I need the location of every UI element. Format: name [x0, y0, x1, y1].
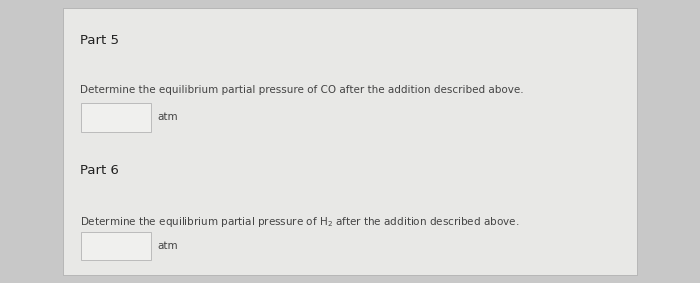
Text: Part 6: Part 6 [80, 164, 120, 177]
Text: Determine the equilibrium partial pressure of H$_2$ after the addition described: Determine the equilibrium partial pressu… [80, 215, 520, 229]
Text: atm: atm [158, 241, 178, 251]
Text: atm: atm [158, 112, 178, 123]
Text: Determine the equilibrium partial pressure of CO after the addition described ab: Determine the equilibrium partial pressu… [80, 85, 524, 95]
FancyBboxPatch shape [80, 103, 150, 132]
Text: Part 5: Part 5 [80, 34, 120, 47]
FancyBboxPatch shape [63, 8, 637, 275]
FancyBboxPatch shape [80, 232, 150, 260]
